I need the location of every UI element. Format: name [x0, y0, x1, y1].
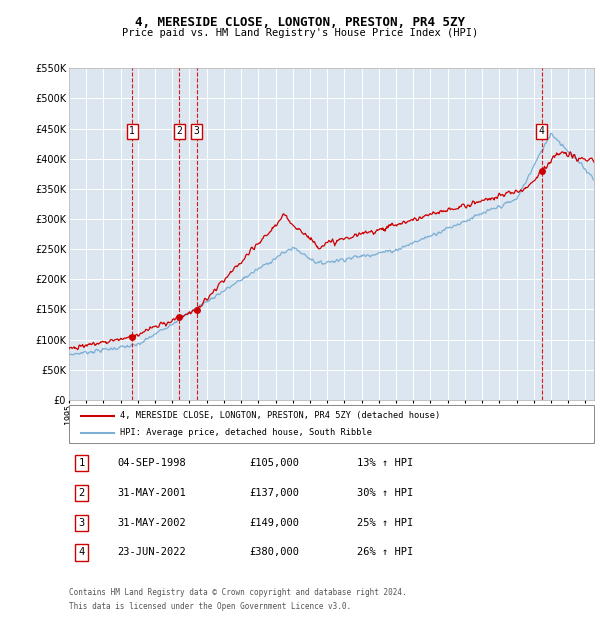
- Text: 04-SEP-1998: 04-SEP-1998: [117, 458, 186, 468]
- Text: £105,000: £105,000: [249, 458, 299, 468]
- Text: Contains HM Land Registry data © Crown copyright and database right 2024.: Contains HM Land Registry data © Crown c…: [69, 588, 407, 597]
- Text: 4, MERESIDE CLOSE, LONGTON, PRESTON, PR4 5ZY (detached house): 4, MERESIDE CLOSE, LONGTON, PRESTON, PR4…: [120, 411, 440, 420]
- Text: 1: 1: [129, 126, 135, 136]
- Text: 23-JUN-2022: 23-JUN-2022: [117, 547, 186, 557]
- Text: 4: 4: [79, 547, 85, 557]
- Text: 4, MERESIDE CLOSE, LONGTON, PRESTON, PR4 5ZY: 4, MERESIDE CLOSE, LONGTON, PRESTON, PR4…: [135, 16, 465, 29]
- Text: 13% ↑ HPI: 13% ↑ HPI: [357, 458, 413, 468]
- Text: 25% ↑ HPI: 25% ↑ HPI: [357, 518, 413, 528]
- Text: 31-MAY-2001: 31-MAY-2001: [117, 488, 186, 498]
- Text: 1: 1: [79, 458, 85, 468]
- Text: Price paid vs. HM Land Registry's House Price Index (HPI): Price paid vs. HM Land Registry's House …: [122, 28, 478, 38]
- Text: 4: 4: [539, 126, 545, 136]
- Text: 26% ↑ HPI: 26% ↑ HPI: [357, 547, 413, 557]
- Text: £149,000: £149,000: [249, 518, 299, 528]
- Text: 2: 2: [176, 126, 182, 136]
- Text: £380,000: £380,000: [249, 547, 299, 557]
- Text: HPI: Average price, detached house, South Ribble: HPI: Average price, detached house, Sout…: [120, 428, 372, 437]
- Text: 2: 2: [79, 488, 85, 498]
- Text: 31-MAY-2002: 31-MAY-2002: [117, 518, 186, 528]
- Text: 30% ↑ HPI: 30% ↑ HPI: [357, 488, 413, 498]
- Text: £137,000: £137,000: [249, 488, 299, 498]
- Text: 3: 3: [194, 126, 199, 136]
- Text: This data is licensed under the Open Government Licence v3.0.: This data is licensed under the Open Gov…: [69, 602, 351, 611]
- Text: 3: 3: [79, 518, 85, 528]
